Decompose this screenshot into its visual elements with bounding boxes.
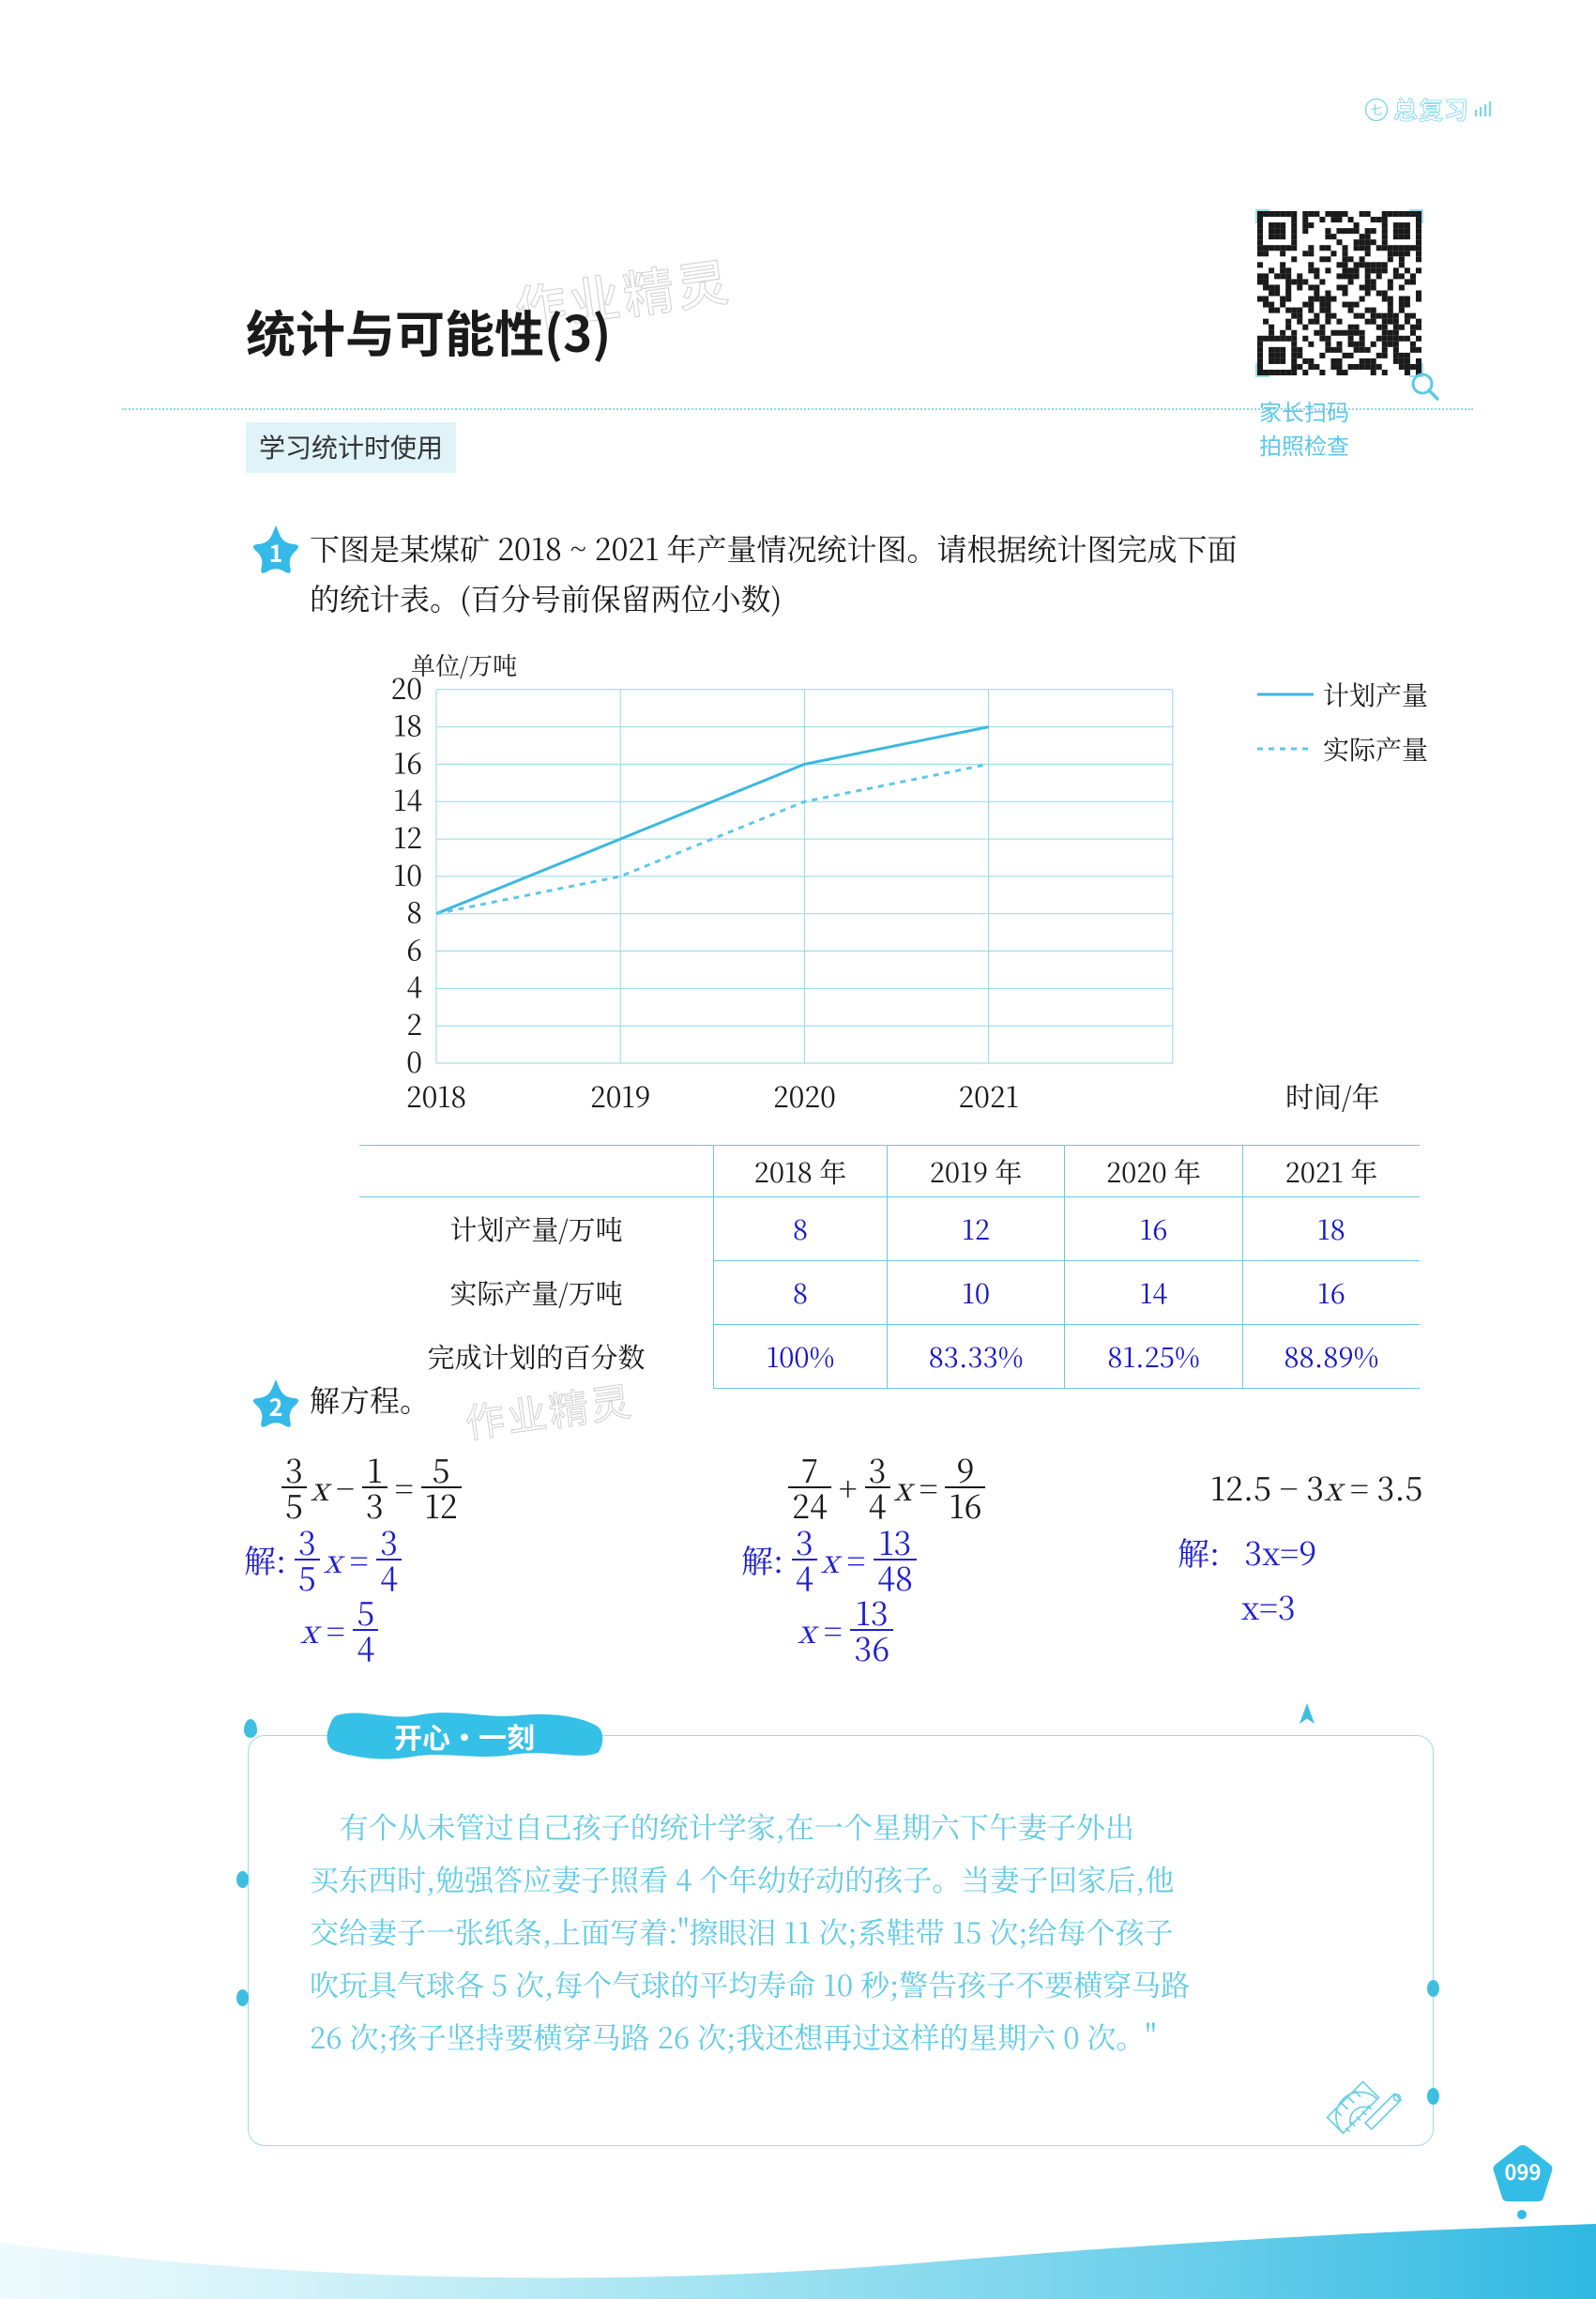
svg-text:6: 6 — [406, 927, 422, 968]
svg-text:2: 2 — [269, 1390, 283, 1424]
svg-text:12: 12 — [393, 815, 422, 857]
svg-text:2020: 2020 — [773, 1074, 836, 1116]
svg-text:16: 16 — [393, 740, 422, 782]
svg-text:2018: 2018 — [406, 1074, 466, 1116]
svg-text:时间/年: 时间/年 — [1285, 1074, 1380, 1116]
svg-text:4: 4 — [406, 965, 422, 1006]
svg-text:18: 18 — [393, 704, 422, 745]
svg-text:2019: 2019 — [590, 1074, 650, 1116]
svg-text:2: 2 — [406, 1002, 422, 1043]
svg-text:099: 099 — [1505, 2156, 1542, 2186]
svg-text:8: 8 — [406, 891, 422, 932]
svg-text:1: 1 — [269, 536, 283, 570]
svg-text:七: 七 — [1370, 100, 1382, 118]
svg-text:10: 10 — [393, 853, 422, 894]
svg-text:开心·一刻: 开心·一刻 — [394, 1715, 535, 1757]
svg-text:14: 14 — [393, 778, 422, 819]
svg-text:2021: 2021 — [958, 1074, 1018, 1116]
